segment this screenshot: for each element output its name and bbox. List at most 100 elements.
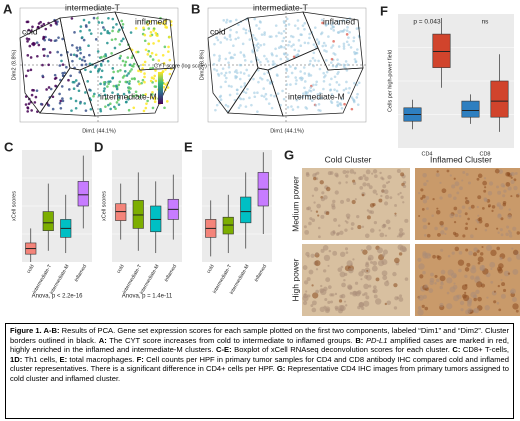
scatter-dot <box>294 76 297 79</box>
cell-texture <box>352 258 355 261</box>
scatter-dot <box>329 100 333 103</box>
cluster-label: cold <box>210 26 226 36</box>
scatter-dot <box>339 30 342 33</box>
scatter-dot <box>143 75 146 79</box>
scatter-dot <box>315 80 319 84</box>
scatter-dot <box>107 82 110 86</box>
cell-texture <box>439 302 444 308</box>
scatter-dot <box>168 35 171 39</box>
cell-texture <box>308 221 312 226</box>
scatter-dot <box>143 80 146 84</box>
scatter-dot <box>47 86 51 89</box>
cell-texture <box>349 291 353 295</box>
scatter-dot <box>251 34 255 37</box>
scatter-dot <box>314 83 318 86</box>
scatter-dot <box>84 91 87 94</box>
cell-texture <box>477 261 481 265</box>
cell-texture <box>468 250 473 256</box>
scatter-dot <box>59 53 63 57</box>
scatter-dot <box>132 62 136 66</box>
scatter-dot <box>127 86 131 89</box>
scatter-dot <box>146 23 150 26</box>
cell-texture <box>436 170 439 173</box>
caption-run: Results of PCA. Gene set expression scor… <box>10 326 510 345</box>
cell-texture <box>304 293 307 296</box>
scatter-dot <box>224 80 227 84</box>
scatter-dot <box>82 18 86 22</box>
scatter-dot <box>311 56 315 60</box>
cell-texture <box>328 249 332 253</box>
scatter-dot <box>61 63 65 66</box>
cell-texture <box>383 189 389 194</box>
scatter-dot <box>77 89 81 93</box>
scatter-dot <box>114 37 117 41</box>
scatter-dot <box>310 99 314 103</box>
scatter-dot <box>260 77 264 81</box>
cell-texture <box>366 209 370 212</box>
scatter-dot <box>89 107 93 111</box>
box <box>150 205 162 233</box>
scatter-dot <box>265 97 268 101</box>
scatter-dot <box>298 76 302 80</box>
scatter-dot <box>138 95 142 99</box>
scatter-dot <box>230 55 233 59</box>
scatter-dot <box>244 31 248 35</box>
x-tick-label: CD8 <box>479 151 490 157</box>
scatter-dot <box>213 68 216 71</box>
scatter-dot <box>317 102 321 106</box>
scatter-dot <box>266 79 269 82</box>
cell-texture <box>311 194 315 197</box>
scatter-dot <box>227 84 231 88</box>
cell-texture <box>354 198 357 201</box>
cell-texture <box>462 171 466 174</box>
cell-texture <box>375 277 380 282</box>
scatter-dot <box>290 105 293 108</box>
scatter-dot <box>79 51 82 55</box>
scatter-dot <box>127 108 131 112</box>
scatter-dot <box>339 102 342 105</box>
scatter-dot <box>312 43 316 46</box>
cell-texture <box>514 172 518 175</box>
cell-texture <box>307 294 311 298</box>
scatter-dot <box>149 34 152 38</box>
cell-texture <box>389 196 393 200</box>
scatter-dot <box>96 16 99 20</box>
cell-texture <box>465 199 470 205</box>
scatter-dot <box>27 37 31 41</box>
scatter-dot <box>344 87 348 91</box>
scatter-dot <box>296 53 300 56</box>
scatter-dot <box>112 70 115 74</box>
scatter-dot <box>71 43 74 47</box>
scatter-dot <box>109 107 112 111</box>
cell-texture <box>454 246 460 252</box>
caption-run: The CYT score increases from cold to int… <box>106 335 356 345</box>
scatter-dot <box>329 61 333 64</box>
scatter-dot <box>345 29 349 32</box>
cell-texture <box>387 180 391 183</box>
scatter-dot <box>318 67 322 71</box>
cell-texture <box>510 176 513 179</box>
cell-texture <box>505 232 509 237</box>
scatter-dot <box>154 31 158 35</box>
scatter-dot <box>342 44 346 48</box>
cell-texture <box>337 224 341 227</box>
cell-texture <box>436 207 439 210</box>
cell-texture <box>302 300 308 306</box>
scatter-dot <box>151 106 155 110</box>
scatter-dot <box>271 60 275 63</box>
scatter-dot <box>143 33 147 37</box>
scatter-dot <box>151 58 155 61</box>
cell-texture <box>422 224 428 230</box>
scatter-dot <box>61 74 65 77</box>
cell-texture <box>397 193 400 196</box>
scatter-dot <box>305 107 309 110</box>
cell-texture <box>394 214 397 217</box>
cell-texture <box>323 286 328 292</box>
scatter-dot <box>334 65 338 68</box>
scatter-dot <box>322 87 325 91</box>
scatter-dot <box>236 71 239 75</box>
scatter-dot <box>224 57 228 61</box>
scatter-dot <box>335 89 339 93</box>
scatter-dot <box>244 91 248 95</box>
